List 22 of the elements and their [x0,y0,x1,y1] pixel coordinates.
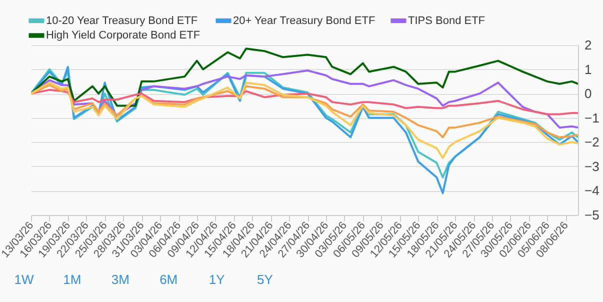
legend-label: 20+ Year Treasury Bond ETF [233,14,376,27]
y-tick-label: −3 [584,158,600,174]
line-series [31,84,578,138]
legend-label: TIPS Bond ETF [408,14,486,27]
text: 1W [14,272,34,287]
text: 3M [111,272,130,287]
y-tick-label: 2 [584,38,592,52]
text: 5Y [257,272,274,287]
y-tick-label: −4 [584,183,600,198]
line-series [31,82,578,159]
line-series [31,48,578,107]
line-series [31,88,578,116]
text: 1Y [208,272,226,287]
text: 6M [160,272,178,287]
y-tick-label: −1 [584,110,600,126]
y-tick-label: −5 [584,208,600,222]
text: 1M [63,272,82,287]
legend-label: 10-20 Year Treasury Bond ETF [46,14,198,27]
y-tick-label: 0 [584,86,592,102]
y-tick-label: 1 [584,62,592,77]
legend-label: High Yield Corporate Bond ETF [46,30,200,42]
y-tick-label: −2 [584,134,600,150]
